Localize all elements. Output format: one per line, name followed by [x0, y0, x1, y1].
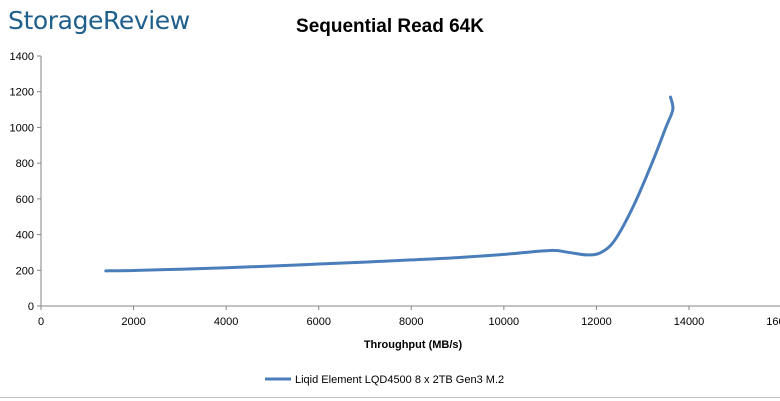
x-tick-label: 12000	[581, 316, 612, 328]
y-tick-label: 600	[16, 194, 34, 206]
x-tick-label: 10000	[489, 316, 520, 328]
chart-title: Sequential Read 64K	[296, 16, 484, 37]
series-line-0	[104, 95, 675, 273]
x-tick-label: 8000	[399, 316, 423, 328]
x-tick-label: 0	[38, 316, 44, 328]
storagereview-logo: StorageReview	[8, 6, 190, 35]
x-tick-labels: 0 2000 4000 6000 8000 10000 12000 14000 16000	[38, 316, 780, 328]
x-tick-label: 14000	[674, 316, 705, 328]
legend: Liqid Element LQD4500 8 x 2TB Gen3 M.2	[265, 374, 504, 386]
x-tick-label: 6000	[306, 316, 330, 328]
y-tick-label: 1400	[10, 51, 34, 63]
x-tick-label: 16000	[766, 316, 780, 328]
y-tick-label: 200	[16, 265, 34, 277]
y-tick-labels: 0 200 400 600 800 1000 1200 1400	[10, 51, 34, 313]
x-axis-label: Throughput (MB/s)	[364, 339, 463, 351]
y-tick-label: 800	[16, 158, 34, 170]
x-tick-label: 4000	[214, 316, 238, 328]
y-tick-label: 1200	[10, 87, 34, 99]
legend-label: Liqid Element LQD4500 8 x 2TB Gen3 M.2	[295, 374, 504, 386]
bottom-rule	[0, 397, 780, 398]
series-layer	[104, 95, 675, 273]
y-tick-label: 0	[28, 301, 34, 313]
y-tick-label: 1000	[10, 122, 34, 134]
axes	[37, 55, 780, 310]
y-tick-label: 400	[16, 230, 34, 242]
x-tick-label: 2000	[121, 316, 145, 328]
